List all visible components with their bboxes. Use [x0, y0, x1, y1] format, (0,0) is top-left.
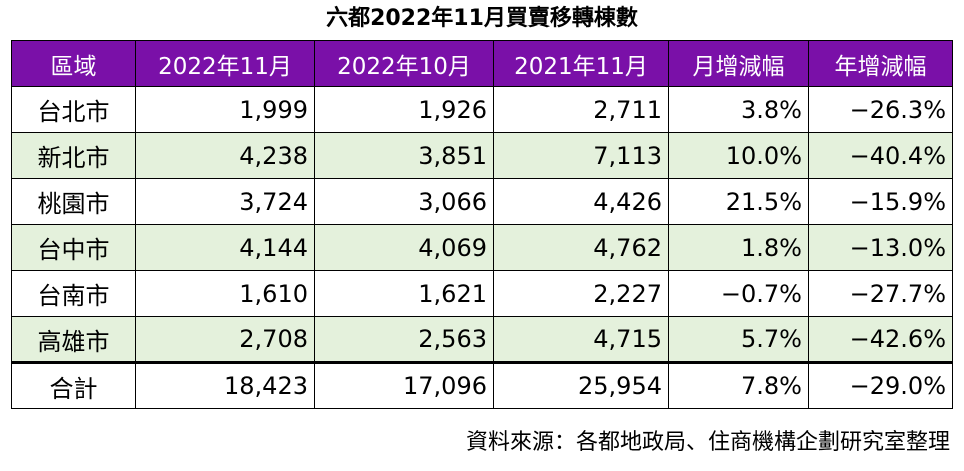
yoy-cell: −42.6%: [808, 316, 953, 363]
nov-2021-cell: 4,762: [493, 224, 669, 271]
nov-2021-cell: 25,954: [493, 361, 669, 409]
region-cell: 台北市: [11, 86, 136, 133]
region-cell: 高雄市: [11, 316, 136, 363]
yoy-cell: −29.0%: [808, 361, 953, 409]
nov-2022-cell: 1,999: [135, 86, 315, 133]
header-oct-2022: 2022年10月: [314, 40, 494, 87]
oct-2022-cell: 17,096: [314, 361, 494, 409]
nov-2022-cell: 4,144: [135, 224, 315, 271]
header-region: 區域: [11, 40, 136, 87]
nov-2021-cell: 4,426: [493, 178, 669, 225]
mom-cell: 3.8%: [668, 86, 809, 133]
nov-2022-cell: 4,238: [135, 132, 315, 179]
mom-cell: −0.7%: [668, 270, 809, 317]
table-row: 高雄市 2,708 2,563 4,715 5.7% −42.6%: [11, 316, 953, 363]
header-row: 區域 2022年11月 2022年10月 2021年11月 月增減幅 年增減幅: [11, 40, 953, 87]
nov-2021-cell: 7,113: [493, 132, 669, 179]
table-row: 桃園市 3,724 3,066 4,426 21.5% −15.9%: [11, 178, 953, 225]
header-nov-2022: 2022年11月: [135, 40, 315, 87]
region-cell: 桃園市: [11, 178, 136, 225]
transaction-table: 區域 2022年11月 2022年10月 2021年11月 月增減幅 年增減幅 …: [11, 40, 953, 409]
nov-2022-cell: 2,708: [135, 316, 315, 363]
region-cell: 台中市: [11, 224, 136, 271]
nov-2021-cell: 2,227: [493, 270, 669, 317]
table-title: 六都2022年11月買賣移轉棟數: [326, 6, 638, 31]
mom-cell: 10.0%: [668, 132, 809, 179]
region-cell: 台南市: [11, 270, 136, 317]
yoy-cell: −26.3%: [808, 86, 953, 133]
table-row: 台北市 1,999 1,926 2,711 3.8% −26.3%: [11, 86, 953, 133]
nov-2022-cell: 1,610: [135, 270, 315, 317]
nov-2021-cell: 4,715: [493, 316, 669, 363]
oct-2022-cell: 4,069: [314, 224, 494, 271]
oct-2022-cell: 2,563: [314, 316, 494, 363]
oct-2022-cell: 1,621: [314, 270, 494, 317]
nov-2022-cell: 3,724: [135, 178, 315, 225]
mom-cell: 21.5%: [668, 178, 809, 225]
table-row: 台中市 4,144 4,069 4,762 1.8% −13.0%: [11, 224, 953, 271]
table-row: 台南市 1,610 1,621 2,227 −0.7% −27.7%: [11, 270, 953, 317]
source-note: 資料來源：各都地政局、住商機構企劃研究室整理: [465, 430, 950, 455]
yoy-cell: −15.9%: [808, 178, 953, 225]
header-nov-2021: 2021年11月: [493, 40, 669, 87]
mom-cell: 7.8%: [668, 361, 809, 409]
yoy-cell: −27.7%: [808, 270, 953, 317]
mom-cell: 5.7%: [668, 316, 809, 363]
yoy-cell: −40.4%: [808, 132, 953, 179]
total-row: 合計 18,423 17,096 25,954 7.8% −29.0%: [11, 361, 953, 409]
oct-2022-cell: 3,066: [314, 178, 494, 225]
region-cell: 合計: [11, 361, 136, 409]
nov-2021-cell: 2,711: [493, 86, 669, 133]
oct-2022-cell: 3,851: [314, 132, 494, 179]
nov-2022-cell: 18,423: [135, 361, 315, 409]
header-mom-change: 月增減幅: [668, 40, 809, 87]
header-yoy-change: 年增減幅: [808, 40, 953, 87]
mom-cell: 1.8%: [668, 224, 809, 271]
yoy-cell: −13.0%: [808, 224, 953, 271]
region-cell: 新北市: [11, 132, 136, 179]
oct-2022-cell: 1,926: [314, 86, 494, 133]
table-row: 新北市 4,238 3,851 7,113 10.0% −40.4%: [11, 132, 953, 179]
